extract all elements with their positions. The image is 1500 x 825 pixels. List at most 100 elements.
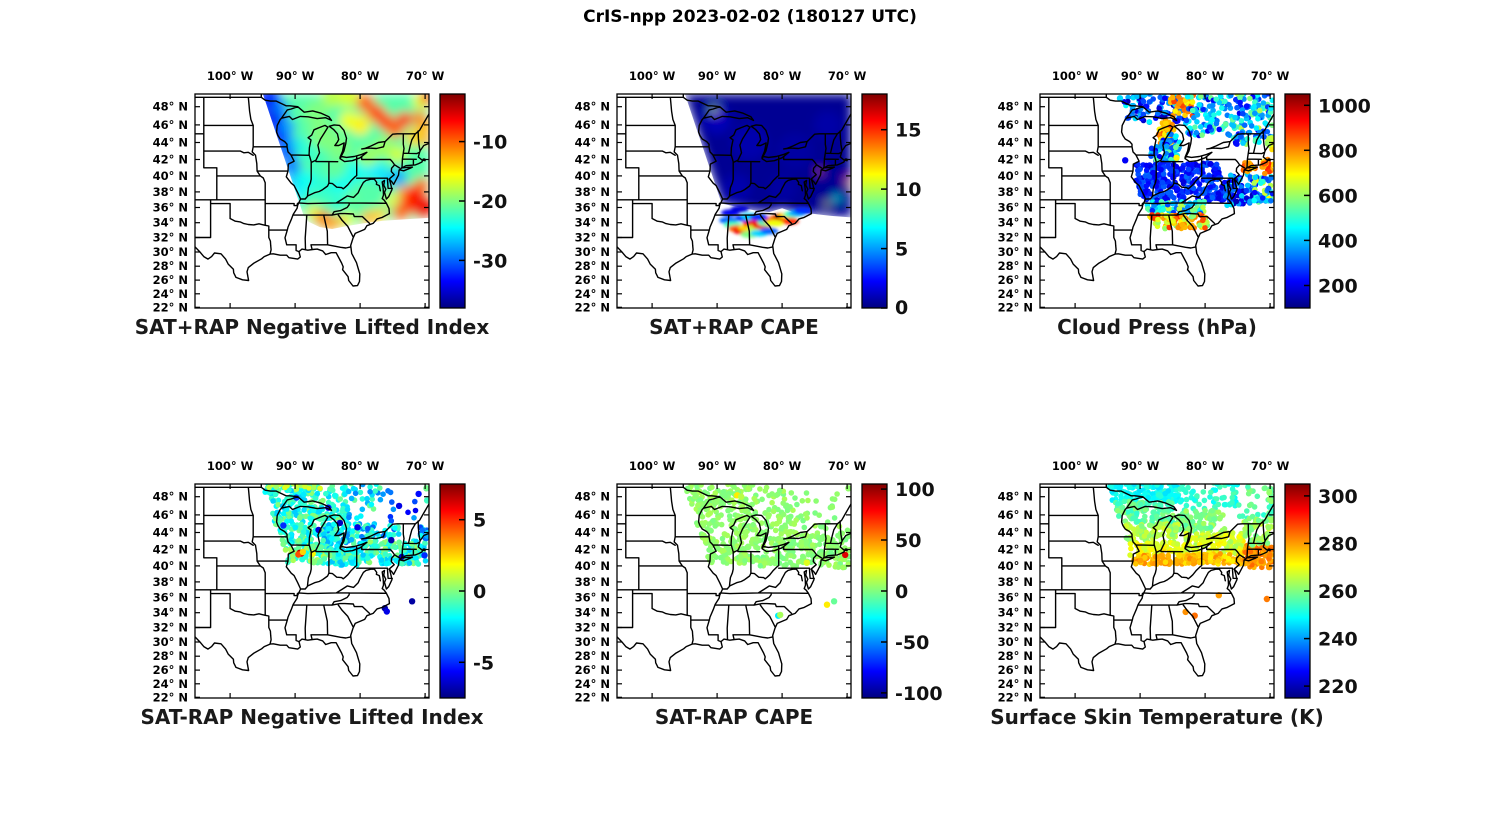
lat-tick-label: 28° N [575,649,610,663]
lat-tick-label: 30° N [153,245,188,259]
lat-tick-label: 22° N [998,690,1033,704]
lon-tick-label: 70° W [828,69,867,83]
data-layer [617,484,851,677]
lon-tick-label: 80° W [763,459,802,473]
map-area [616,483,852,699]
lat-tick-label: 28° N [153,259,188,273]
lat-tick-label: 42° N [575,543,610,557]
colorbar-tick-label: 400 [1318,230,1358,252]
lon-tick-label: 70° W [406,459,445,473]
lat-tick-label: 42° N [153,543,188,557]
lat-tick-label: 28° N [575,259,610,273]
colorbar: 5 0 -5 [439,483,494,699]
panel-satminusrap-cape-map: 100° W 90° W 80° W 70° W 48° N 46° N 44° N 42° … [575,459,943,705]
colorbar-tick-label: 280 [1318,533,1358,555]
lat-tick-label: 28° N [998,259,1033,273]
lat-tick-label: 42° N [575,153,610,167]
data-layer [617,94,851,287]
lat-tick-label: 26° N [575,663,610,677]
lat-tick-label: 46° N [575,118,610,132]
lat-tick-label: 30° N [998,245,1033,259]
panel-title-satminusrap-cape: SAT-RAP CAPE [654,705,814,729]
lat-tick-label: 40° N [153,169,188,183]
lat-tick-label: 32° N [153,621,188,635]
lat-tick-label: 30° N [575,635,610,649]
lon-tick-label: 80° W [1186,69,1225,83]
lat-tick-label: 34° N [575,216,610,230]
colorbar-tick-label: 10 [895,179,921,201]
lat-tick-label: 22° N [153,690,188,704]
lat-tick-label: 24° N [575,677,610,691]
panel-satrap-nli-map: 100° W 90° W 80° W 70° W 48° N 46° N 44° N 42° … [153,69,508,314]
lat-tick-label: 38° N [998,185,1033,199]
lat-tick-label: 22° N [153,300,188,314]
lon-tick-label: 80° W [341,459,380,473]
lat-tick-label: 34° N [998,216,1033,230]
lon-tick-label: 100° W [1052,69,1099,83]
lat-tick-label: 44° N [575,136,610,150]
lat-tick-label: 40° N [998,169,1033,183]
colorbar: -10 -20 -30 [439,93,507,309]
lat-tick-label: 36° N [153,201,188,215]
lat-tick-label: 44° N [575,526,610,540]
lon-tick-label: 90° W [1121,69,1160,83]
lon-tick-label: 90° W [276,69,315,83]
map-area [194,93,430,309]
panel-title-satrap-cape: SAT+RAP CAPE [649,315,819,339]
colorbar-tick-label: -100 [895,683,943,705]
lon-tick-label: 90° W [1121,459,1160,473]
colorbar: 15 10 5 0 [861,93,921,319]
lon-tick-label: 100° W [629,459,676,473]
lat-tick-label: 24° N [998,287,1033,301]
panel-title-satminusrap-nli: SAT-RAP Negative Lifted Index [140,705,484,729]
lat-tick-label: 26° N [153,273,188,287]
lat-tick-label: 44° N [153,136,188,150]
lon-tick-label: 100° W [207,69,254,83]
lon-tick-label: 80° W [763,69,802,83]
lat-tick-label: 24° N [998,677,1033,691]
lat-tick-label: 42° N [998,153,1033,167]
panel-cloud-press-map: 100° W 90° W 80° W 70° W 48° N 46° N 44° N 42° … [998,69,1371,314]
map-area [194,483,430,699]
lat-tick-label: 34° N [153,216,188,230]
lat-tick-label: 26° N [153,663,188,677]
lat-tick-label: 24° N [153,287,188,301]
map-area [1039,93,1275,309]
lat-tick-label: 48° N [575,100,610,114]
lat-tick-label: 28° N [153,649,188,663]
colorbar-tick-label: 5 [473,510,486,532]
lon-tick-label: 90° W [276,459,315,473]
lat-tick-label: 44° N [998,526,1033,540]
lon-tick-label: 70° W [1251,459,1290,473]
colorbar-tick-label: 5 [895,239,908,261]
lat-tick-label: 24° N [575,287,610,301]
colorbar: 100 50 0 -50 -100 [861,479,943,705]
lat-tick-label: 34° N [998,606,1033,620]
colorbar-tick-label: 0 [473,581,486,603]
colorbar-tick-label: 220 [1318,676,1358,698]
lat-tick-label: 48° N [153,100,188,114]
colorbar-tick-label: 0 [895,297,908,319]
lon-tick-label: 80° W [341,69,380,83]
panel-title-satrap-nli: SAT+RAP Negative Lifted Index [134,315,490,339]
colorbar: 1000 800 600 400 200 [1284,93,1371,309]
colorbar-tick-label: -5 [473,652,494,674]
colorbar-tick-label: 50 [895,530,921,552]
lon-tick-label: 70° W [406,69,445,83]
lat-tick-label: 36° N [153,591,188,605]
panel-satminusrap-nli-map: 100° W 90° W 80° W 70° W 48° N 46° N 44° N 42° … [153,459,495,704]
lat-tick-label: 40° N [153,559,188,573]
colorbar-tick-label: 100 [895,479,935,501]
colorbar-tick-label: -20 [473,191,507,213]
colorbar-tick-label: 800 [1318,140,1358,162]
lat-tick-label: 38° N [575,575,610,589]
panel-satrap-cape-map: 100° W 90° W 80° W 70° W 48° N 46° N 44° N 42° … [575,69,922,319]
lat-tick-label: 22° N [998,300,1033,314]
colorbar-tick-label: 260 [1318,581,1358,603]
lat-tick-label: 46° N [998,508,1033,522]
lat-tick-label: 40° N [575,559,610,573]
lat-tick-label: 32° N [998,621,1033,635]
lon-tick-label: 100° W [207,459,254,473]
lat-tick-label: 26° N [998,663,1033,677]
lat-tick-label: 36° N [575,201,610,215]
